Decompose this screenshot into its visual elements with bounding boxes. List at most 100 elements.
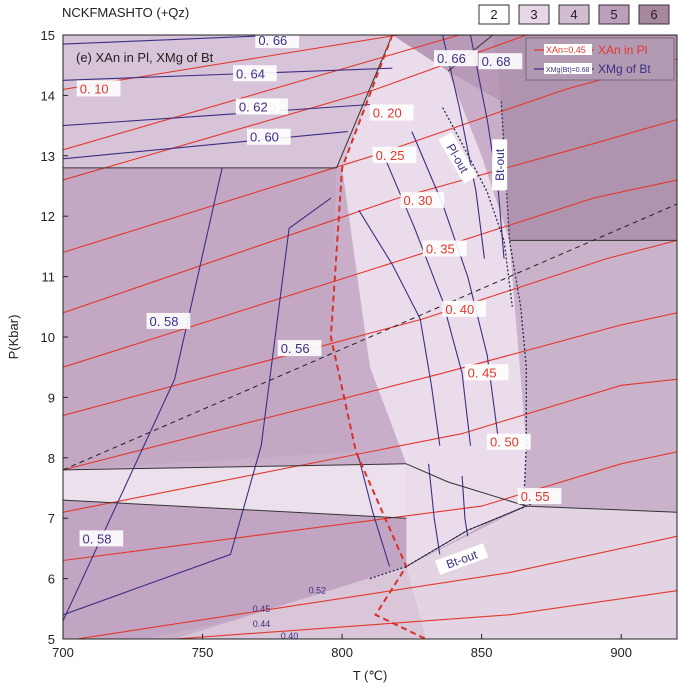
y-tick-label-13: 13 <box>41 149 55 164</box>
xmg-label-6: 0. 58 <box>83 531 112 546</box>
xmg-label-3: 0. 60 <box>250 130 279 145</box>
xmg-label-1: 0. 64 <box>236 66 265 81</box>
field-boundary-6 <box>526 505 677 513</box>
bt-out-vertical-label-text: Bt-out <box>493 148 507 181</box>
xmg-isopleth-0.66 <box>63 35 284 45</box>
chart-title: (e) XAn in Pl, XMg of Bt <box>76 50 214 65</box>
variance-box-5 <box>598 4 630 25</box>
xan-label-2-bg <box>369 104 414 121</box>
phase-boundaries <box>63 35 677 639</box>
xmg-label-4-bg <box>146 312 191 329</box>
small-label-1: 0.45 <box>253 604 271 614</box>
y-tick-label-11: 11 <box>42 270 56 285</box>
variance-label-3: 3 <box>530 7 537 22</box>
xmg-isopleth-11 <box>411 131 499 440</box>
bt-out-vertical-label-bg <box>492 139 508 191</box>
phase-field-0 <box>63 167 356 470</box>
variance-box-6 <box>638 4 670 25</box>
phase-field-4 <box>492 35 677 241</box>
xan-isopleth-0.45 <box>63 312 677 471</box>
xan-label-6-bg <box>442 300 487 317</box>
legend: XAn=0.45 XAn in Pl XMg(Bt)=0.68 XMg of Bt <box>525 37 675 81</box>
legend-sample-bg-1 <box>544 63 592 74</box>
xmg-isopleth-0.60 <box>63 131 348 160</box>
xan-isopleth-0.15 <box>63 35 460 151</box>
phase-field-9 <box>174 566 426 639</box>
xmg-label-4: 0. 58 <box>150 314 179 329</box>
xmg-isopleth-0.64 <box>63 67 393 81</box>
xan-label-3-bg <box>372 146 417 163</box>
small-label-3: 0.40 <box>281 631 299 641</box>
legend-label-1: XMg of Bt <box>598 62 651 76</box>
phase-field-8 <box>406 506 677 639</box>
isopleth-labels: 0. 100. 150. 200. 250. 300. 350. 400. 45… <box>76 35 562 641</box>
y-tick-label-9: 9 <box>48 390 55 405</box>
x-tick-label-700: 700 <box>52 645 74 660</box>
y-tick-label-10: 10 <box>41 330 55 345</box>
xan-isopleth-0.40 <box>63 239 677 417</box>
xmg-isopleth-12 <box>358 457 391 567</box>
xan-label-0-bg <box>76 80 121 97</box>
xan-label-9: 0. 55 <box>521 489 550 504</box>
xmg-isopleth-13 <box>428 463 441 555</box>
variance-label-5: 5 <box>610 7 617 22</box>
xmg-label-7: 0. 66 <box>437 51 466 66</box>
xan-label-7-bg <box>464 364 509 381</box>
system-label: NCKFMASHTO (+Qz) <box>62 5 189 20</box>
bt-out-vertical-label: Bt-out <box>492 139 508 191</box>
xan-label-6: 0. 40 <box>445 302 474 317</box>
xan-label-5: 0. 35 <box>426 241 455 256</box>
xmg-isopleth-9 <box>358 209 441 446</box>
xmg-label-5-bg <box>277 340 322 357</box>
dashed-line-0 <box>63 203 677 471</box>
variance-legend: 2 3 4 5 6 <box>478 4 670 25</box>
x-tick-label-750: 750 <box>192 645 214 660</box>
variance-box-2 <box>478 4 510 25</box>
xan-label-8-bg <box>487 433 531 450</box>
xmg-label-8: 0. 68 <box>482 54 511 69</box>
pl-out-label-bg <box>438 132 478 184</box>
xan-label-8: 0. 50 <box>490 435 519 450</box>
legend-sample-1: XMg(Bt)=0.68 <box>546 67 589 74</box>
bt-out-lower-label-bg <box>435 543 489 575</box>
xan-isopleth-0.50 <box>63 378 677 513</box>
y-tick-label-5: 5 <box>48 632 55 647</box>
small-label-2: 0.44 <box>253 619 271 629</box>
xmg-isopleth-0.62 <box>63 103 371 127</box>
variance-label-6: 6 <box>650 7 657 22</box>
xmg-label-6-bg <box>79 530 124 547</box>
y-tick-label-7: 7 <box>48 511 55 526</box>
xan-label-4: 0. 30 <box>403 193 432 208</box>
phase-field-3 <box>342 35 527 567</box>
red-dashed-line-0 <box>329 35 427 639</box>
legend-sample-0: XAn=0.45 <box>546 45 586 55</box>
xan-isopleth-10 <box>76 535 677 639</box>
xan-isopleth-11 <box>174 590 677 639</box>
phase-boundary-0 <box>442 107 513 307</box>
x-tick-label-850: 850 <box>471 645 493 660</box>
x-tick-label-800: 800 <box>331 645 353 660</box>
y-tick-label-14: 14 <box>41 88 55 103</box>
xmg-isopleth-0.58 <box>63 445 262 616</box>
xmg-label-5: 0. 56 <box>281 341 310 356</box>
x-tick-label-900: 900 <box>610 645 632 660</box>
phase-field-5 <box>509 240 677 513</box>
axes: 700 750 800 850 900 5 6 7 8 9 10 11 12 13 14 15 T (℃) P(K… <box>6 28 632 683</box>
y-tick-label-15: 15 <box>41 28 55 43</box>
xan-label-0: 0. 10 <box>80 81 109 96</box>
xmg-label-3-bg <box>246 128 291 145</box>
y-tick-label-12: 12 <box>41 209 55 224</box>
field-boundary-4 <box>63 463 407 471</box>
xmg-isopleth-0.66 <box>442 35 485 259</box>
xan-label-3: 0. 25 <box>376 148 405 163</box>
field-boundary-7 <box>406 463 527 507</box>
variance-box-4 <box>558 4 590 25</box>
phase-boundary-1 <box>500 101 527 507</box>
variance-box-3 <box>518 4 550 25</box>
small-label-0: 0.52 <box>309 586 327 596</box>
x-axis-title: T (℃) <box>353 668 388 683</box>
xan-label-2: 0. 20 <box>373 106 402 121</box>
xmg-isopleth-0.56 <box>260 197 332 446</box>
xan-label-4-bg <box>400 192 445 209</box>
